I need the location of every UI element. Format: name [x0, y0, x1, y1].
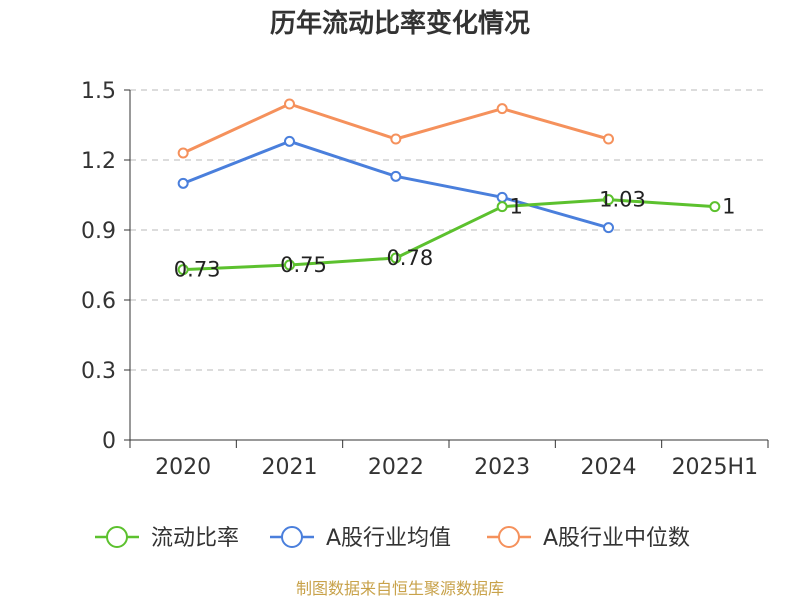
legend-label: 流动比率 [151, 526, 239, 551]
x-tick-label: 2022 [368, 455, 424, 480]
grid [130, 89, 768, 371]
data-label: 1.03 [599, 188, 646, 212]
legend: 流动比率 A股行业均值 A股行业中位数 [95, 526, 690, 551]
data-point [177, 147, 189, 159]
data-label: 0.73 [174, 258, 221, 282]
x-tick-label: 2024 [581, 455, 637, 480]
series-line-2 [182, 102, 609, 155]
y-tick-label: 0 [102, 429, 116, 454]
y-tick-label: 0.9 [81, 219, 116, 244]
y-tick-label: 1.5 [81, 79, 116, 104]
legend-label: A股行业均值 [326, 526, 451, 551]
y-tick-label: 1.2 [81, 149, 116, 174]
x-tick-label: 2023 [474, 455, 530, 480]
y-tick-label: 0.6 [81, 289, 116, 314]
data-point [603, 133, 614, 145]
data-point [603, 194, 614, 206]
data-point [709, 201, 721, 213]
data-point [284, 98, 295, 110]
y-tick-label: 0.3 [81, 359, 116, 384]
data-point [496, 191, 508, 203]
data-point [284, 259, 295, 271]
legend-marker [106, 526, 128, 548]
x-tick-label: 2020 [155, 455, 211, 480]
data-point [390, 133, 402, 145]
legend-marker [281, 526, 303, 548]
data-point [177, 264, 189, 276]
legend-marker [498, 526, 520, 548]
x-tick-label: 2025H1 [672, 455, 759, 480]
legend-label: A股行业中位数 [543, 526, 690, 551]
data-point [390, 252, 402, 264]
source-note: 制图数据来自恒生聚源数据库 [296, 579, 504, 598]
series-line-1 [182, 139, 609, 230]
data-point [390, 170, 402, 182]
data-point [177, 177, 189, 189]
data-point [284, 135, 295, 147]
data-label: 1 [722, 195, 735, 219]
x-tick-label: 2021 [262, 455, 318, 480]
series-line-0 [183, 198, 715, 272]
data-point [496, 201, 508, 213]
data-point [496, 103, 508, 115]
series-layer [177, 98, 721, 276]
chart-title: 历年流动比率变化情况 [270, 8, 530, 39]
data-point [603, 222, 614, 234]
data-label: 0.78 [386, 246, 433, 270]
data-label: 0.75 [280, 253, 327, 277]
data-labels: 0.73 0.75 0.78 1 1.03 1 [174, 188, 736, 282]
axes: 0 0.3 0.6 0.9 1.2 1.5 2020 2021 2022 2023 2024 2025… [81, 79, 769, 480]
data-label: 1 [509, 195, 522, 219]
